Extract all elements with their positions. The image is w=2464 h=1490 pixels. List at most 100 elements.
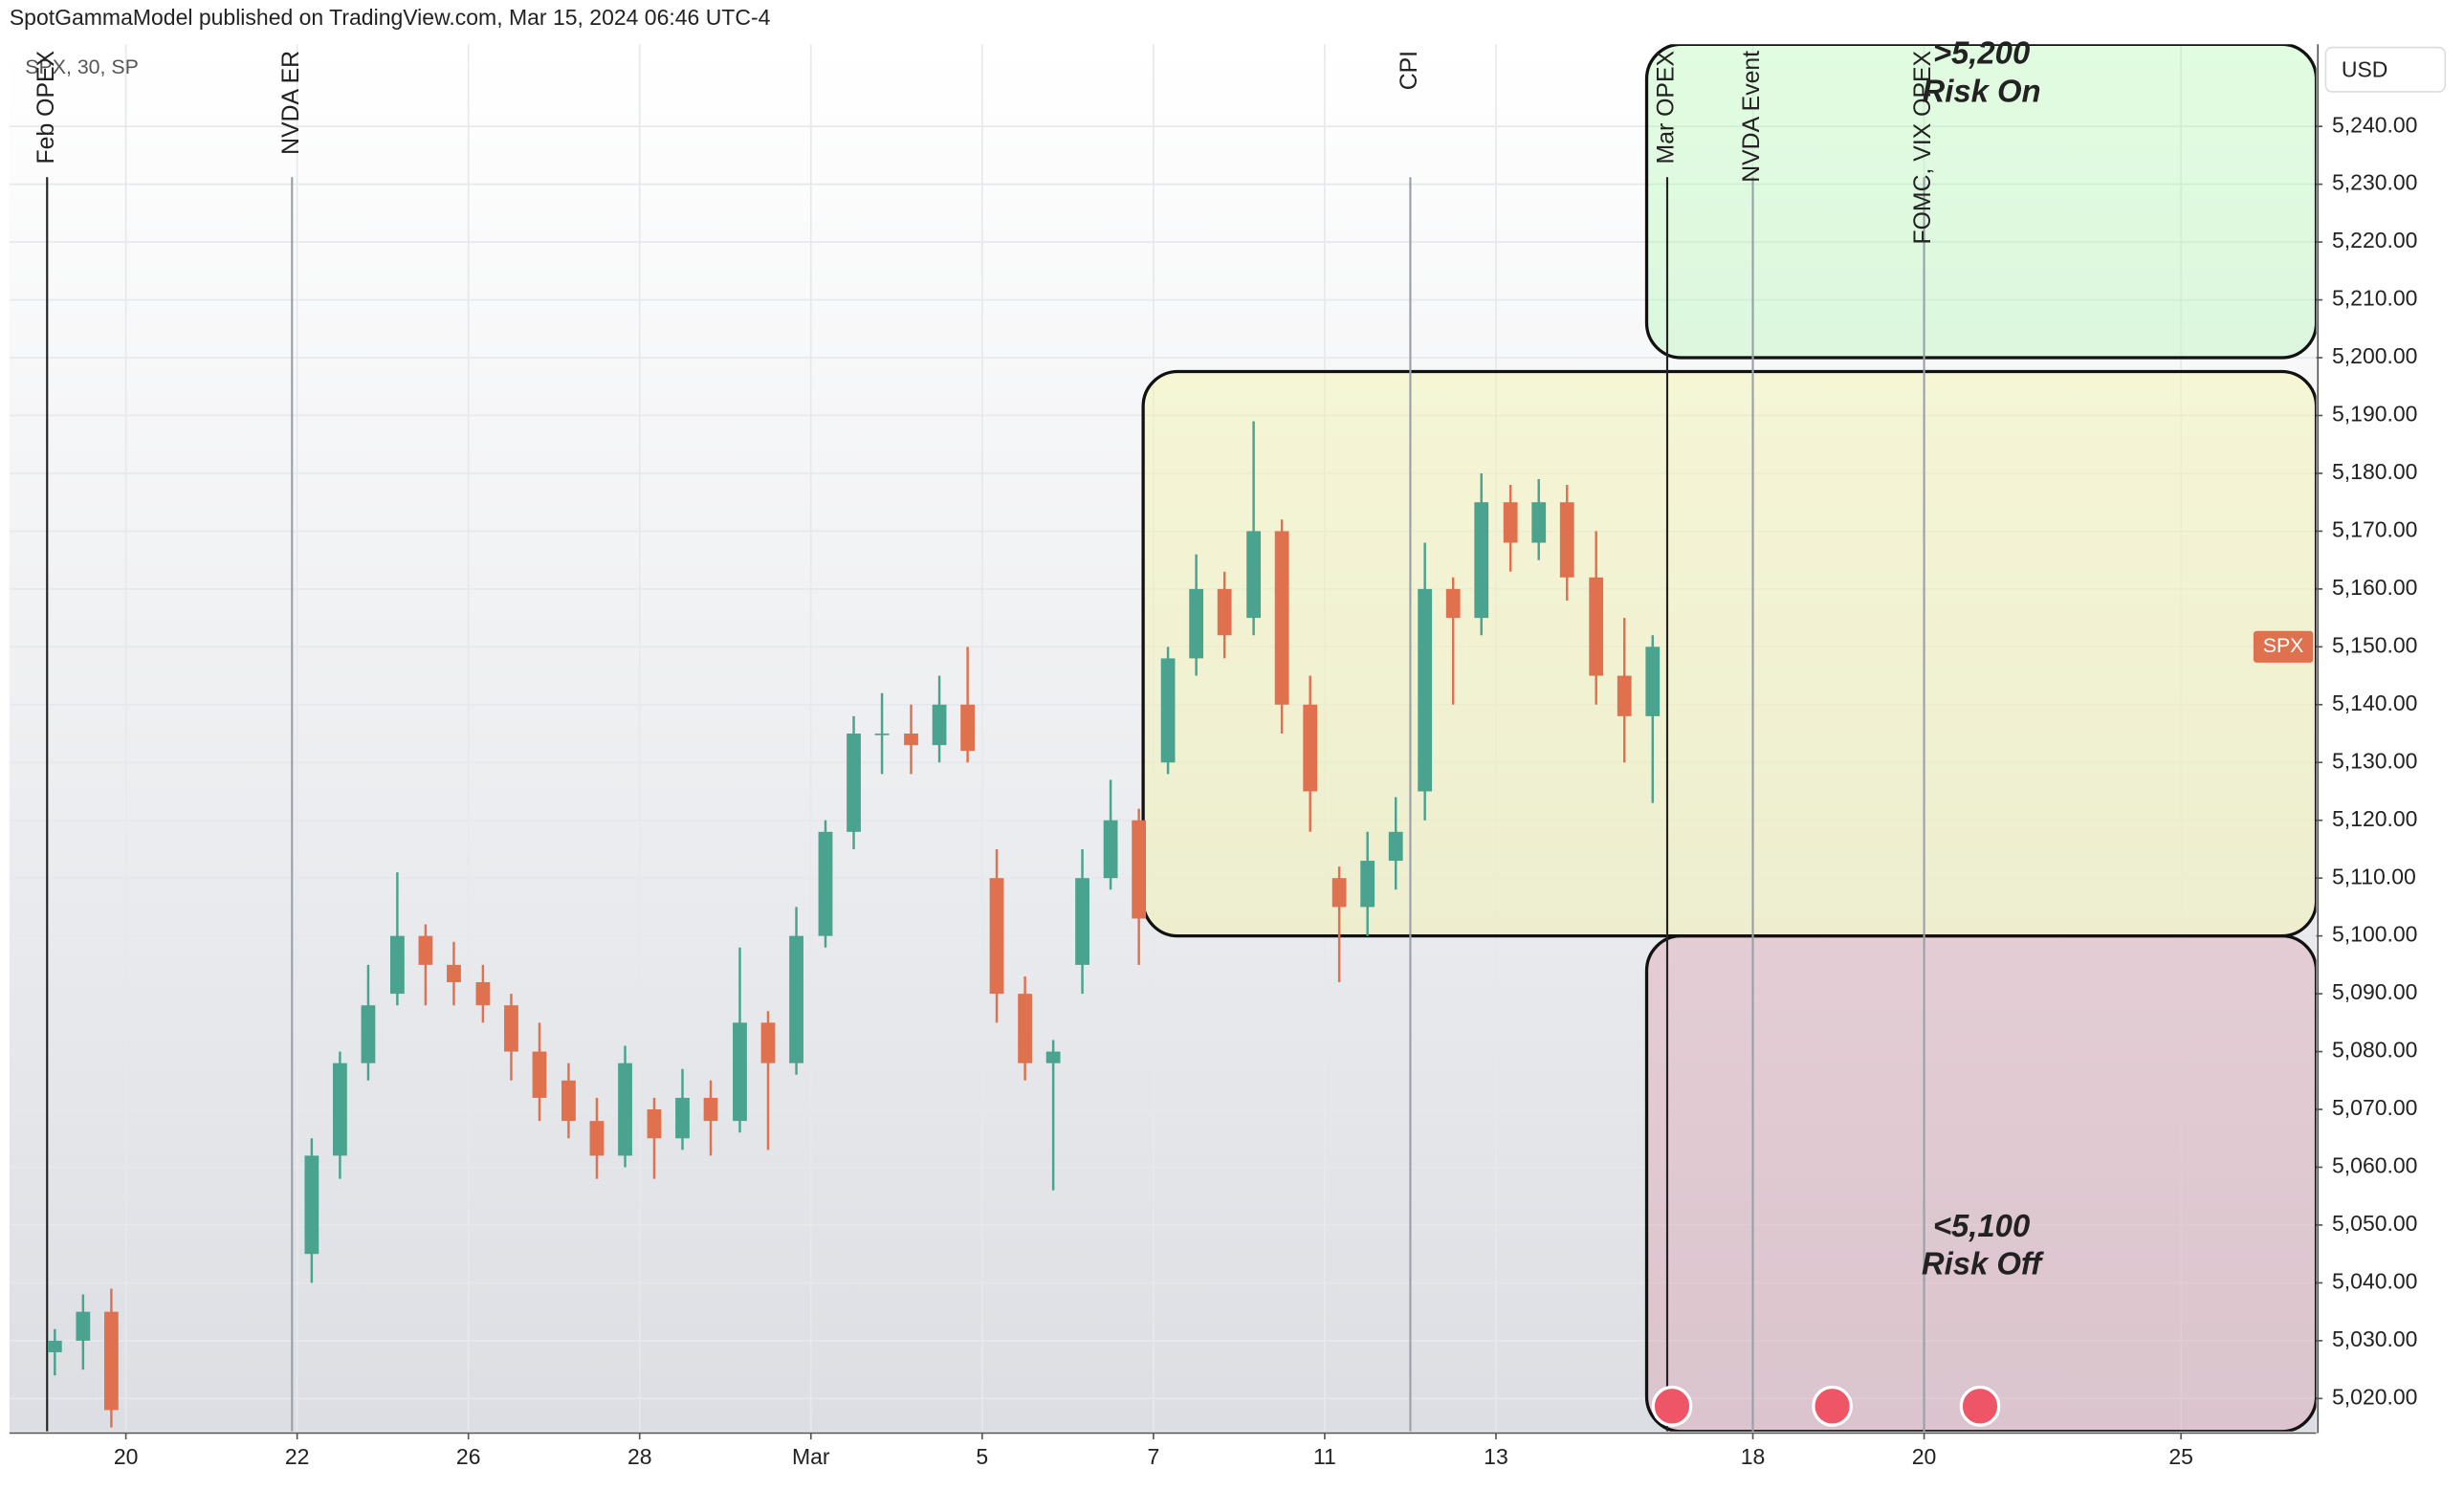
y-tick-label: 5,240.00 [2332,112,2417,137]
candle-body [361,1005,376,1063]
y-tick-label: 5,190.00 [2332,402,2417,427]
x-tick-label: 28 [627,1444,652,1469]
candle-body [1445,588,1461,619]
candle-body [1559,502,1574,578]
candle-body [1474,502,1489,619]
price-tag [2253,630,2314,663]
candle-body [1589,577,1604,676]
zone-label: Risk On [1922,73,2040,108]
zone [1644,933,2317,1432]
candle-body [1617,675,1632,716]
x-tick-label: 5 [976,1444,988,1469]
x-tick-label: Mar [792,1444,830,1469]
x-tick-label: 22 [285,1444,310,1469]
y-tick-label: 5,210.00 [2332,286,2417,311]
zone [1141,369,2317,938]
y-tick-label: 5,040.00 [2332,1268,2417,1293]
y-tick-label: 5,130.00 [2332,748,2417,773]
event-label: Feb OPEX [33,51,59,164]
candle-body [589,1121,605,1156]
candle-body [532,1051,547,1098]
zone-label: <5,100 [1933,1208,2030,1243]
candle-body [47,1340,62,1352]
x-tick-label: 13 [1484,1444,1508,1469]
candle-body [1075,878,1089,965]
y-tick-label: 5,080.00 [2332,1038,2417,1063]
plot [9,44,2317,1432]
currency-box [2324,46,2447,93]
candle-body [904,734,918,746]
candle-body [304,1155,319,1255]
x-tick-label: 20 [1912,1444,1937,1469]
flag-icon [1651,1385,1693,1427]
y-tick-label: 5,090.00 [2332,979,2417,1004]
candle-body [960,704,975,752]
x-tick-label: 7 [1147,1444,1159,1469]
candle-body [561,1080,576,1122]
x-tick-label: 11 [1313,1444,1336,1469]
flag-icon [1812,1385,1853,1427]
candle-body [618,1063,632,1156]
candle-body [932,704,947,746]
candle-body [760,1022,776,1063]
candle-body [1645,646,1661,716]
y-tick-label: 5,170.00 [2332,516,2417,541]
candle-body [103,1311,119,1411]
y-tick-label: 5,230.00 [2332,170,2417,195]
candle-body [1246,531,1262,619]
candle-body [1217,588,1232,636]
candle-body [504,1005,518,1052]
y-tick-label: 5,030.00 [2332,1326,2417,1351]
zone-label: >5,200 [1933,35,2030,71]
candle-body [1274,531,1289,705]
y-tick-label: 5,150.00 [2332,632,2417,657]
candle-body [1388,831,1403,862]
candle-body [1018,994,1032,1063]
y-tick-label: 5,050.00 [2332,1211,2417,1236]
flag-icon [1959,1385,2001,1427]
candle-body [733,1022,747,1122]
candle-body [76,1311,91,1341]
candle-body [703,1097,718,1122]
y-tick-label: 5,110.00 [2332,864,2416,888]
event-label: Mar OPEX [1654,51,1680,164]
event-label: FOMC, VIX OPEX [1910,51,1936,245]
legend: SPX, 30, SP [25,55,139,78]
x-tick-label: 18 [1741,1444,1766,1469]
candle-body [1418,588,1433,792]
candle-body [1103,820,1118,879]
candle-body [333,1063,347,1156]
y-tick-label: 5,020.00 [2332,1384,2417,1409]
candle-body [847,734,861,832]
x-tick-label: 26 [456,1444,481,1469]
candle-body [647,1109,662,1139]
price-tag-label: SPX [2263,634,2304,657]
candle-body [475,982,491,1006]
y-tick-label: 5,180.00 [2332,459,2417,484]
event-label: CPI [1397,51,1422,90]
candle-body [389,935,405,995]
y-tick-label: 5,160.00 [2332,575,2417,600]
candle-body [1503,502,1518,543]
candle-body [1160,658,1176,763]
candle-body [818,831,833,936]
y-tick-label: 5,120.00 [2332,806,2417,831]
y-tick-label: 5,060.00 [2332,1153,2417,1178]
event-flags [1651,1385,2001,1427]
y-tick-label: 5,220.00 [2332,228,2417,252]
candle-body [1189,588,1204,659]
y-tick-label: 5,200.00 [2332,343,2417,368]
candle-body [1531,502,1547,543]
y-tick-label: 5,100.00 [2332,922,2417,947]
candle-body [1045,1051,1061,1063]
candle-body [447,964,461,983]
x-tick-label: 25 [2168,1444,2193,1469]
candle-body [418,935,433,965]
x-tick-label: 20 [114,1444,139,1469]
event-label: NVDA Event [1739,51,1765,183]
y-tick-label: 5,070.00 [2332,1095,2417,1120]
currency: USD [2342,56,2388,81]
candle-body [1331,878,1347,908]
